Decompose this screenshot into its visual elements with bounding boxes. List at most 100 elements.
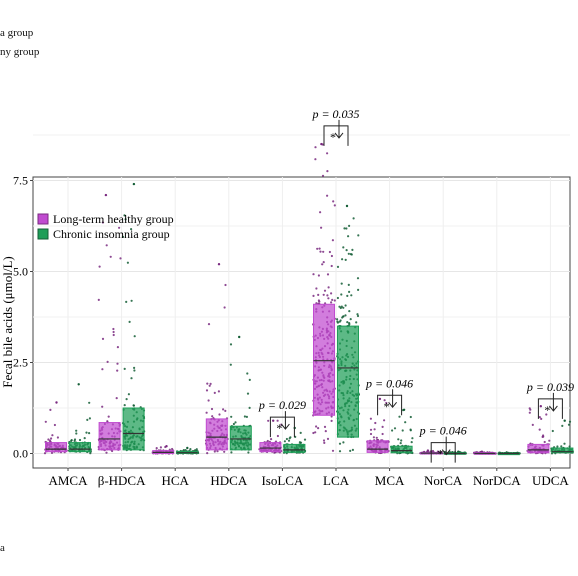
data-point	[83, 437, 86, 440]
category-label: AMCA	[48, 473, 88, 488]
data-point	[43, 452, 47, 455]
data-point	[548, 439, 551, 442]
data-point	[205, 389, 209, 392]
significance-star: *	[330, 130, 336, 144]
data-point	[373, 428, 376, 431]
data-point	[352, 217, 355, 220]
data-point	[88, 432, 91, 435]
data-point	[399, 442, 402, 445]
significance-bracket	[323, 125, 349, 146]
data-point	[159, 446, 162, 449]
data-point	[78, 438, 82, 442]
significance-star: *	[276, 421, 282, 435]
box	[259, 442, 282, 453]
data-point	[53, 423, 57, 427]
data-point	[155, 447, 158, 450]
data-point	[330, 415, 333, 418]
data-point	[123, 367, 126, 370]
data-point	[207, 399, 210, 402]
data-point	[369, 428, 373, 431]
data-point	[224, 409, 227, 412]
box	[229, 425, 252, 451]
data-point	[404, 421, 407, 424]
category-label: NorDCA	[473, 473, 521, 488]
data-point	[101, 221, 104, 224]
data-point	[336, 265, 340, 268]
data-point	[356, 313, 359, 316]
data-point	[208, 384, 211, 387]
data-point	[346, 294, 349, 297]
data-point	[270, 438, 273, 441]
data-point	[130, 377, 133, 380]
data-point	[321, 174, 325, 177]
data-point	[350, 253, 353, 256]
data-point	[285, 437, 288, 441]
data-point	[336, 320, 339, 323]
data-point	[320, 142, 323, 146]
data-point	[272, 419, 275, 422]
data-point	[224, 283, 227, 287]
data-point	[127, 393, 130, 396]
data-point	[85, 431, 88, 434]
data-point	[51, 434, 54, 437]
data-point	[328, 250, 331, 254]
data-point	[109, 255, 112, 258]
p-value-label: p = 0.046	[365, 376, 413, 390]
data-point	[338, 320, 341, 323]
data-point	[55, 401, 58, 404]
data-point	[312, 431, 315, 435]
data-point	[238, 335, 241, 339]
data-point	[75, 429, 78, 432]
data-point	[369, 417, 372, 420]
data-point	[398, 415, 401, 418]
significance-bracket	[377, 394, 403, 416]
data-point	[322, 293, 325, 296]
data-point	[336, 296, 339, 300]
data-point	[213, 391, 216, 394]
data-point	[319, 211, 322, 214]
y-tick-label: 0.0	[13, 447, 28, 461]
data-point	[393, 427, 397, 430]
significance-star: *	[437, 447, 443, 461]
data-point	[112, 330, 115, 334]
data-point	[409, 415, 412, 419]
top-fragment-1: a group	[0, 27, 34, 39]
box	[283, 443, 306, 453]
data-point	[342, 306, 345, 309]
data-point	[314, 146, 317, 149]
data-point	[321, 263, 324, 266]
data-point	[381, 425, 384, 428]
data-point	[232, 422, 235, 426]
category-label: β-HDCA	[98, 473, 146, 488]
y-tick-label: 2.5	[13, 356, 28, 370]
data-point	[538, 416, 541, 419]
data-point	[351, 248, 354, 251]
data-point	[356, 277, 360, 280]
data-point	[115, 397, 118, 400]
data-point	[348, 310, 351, 313]
data-point	[206, 452, 209, 455]
legend-swatch-insomnia	[37, 228, 49, 240]
data-point	[189, 448, 192, 451]
data-point	[551, 429, 554, 433]
data-point	[77, 383, 80, 386]
data-point	[332, 200, 335, 203]
data-point	[276, 419, 279, 422]
p-value-label: p = 0.029	[258, 398, 306, 412]
data-point	[44, 420, 47, 423]
data-point	[266, 439, 269, 443]
data-point	[545, 413, 548, 416]
data-point	[348, 322, 351, 325]
data-point	[245, 415, 248, 418]
data-point	[289, 436, 292, 439]
data-point	[357, 288, 360, 291]
data-point	[344, 258, 347, 261]
data-point	[327, 297, 330, 300]
data-point	[101, 337, 105, 340]
box	[313, 303, 335, 416]
data-point	[338, 442, 342, 445]
legend-label-healthy: Long-term healthy group	[53, 212, 174, 226]
data-point	[351, 448, 354, 451]
arrow-icon	[334, 119, 344, 139]
data-point	[222, 408, 225, 411]
